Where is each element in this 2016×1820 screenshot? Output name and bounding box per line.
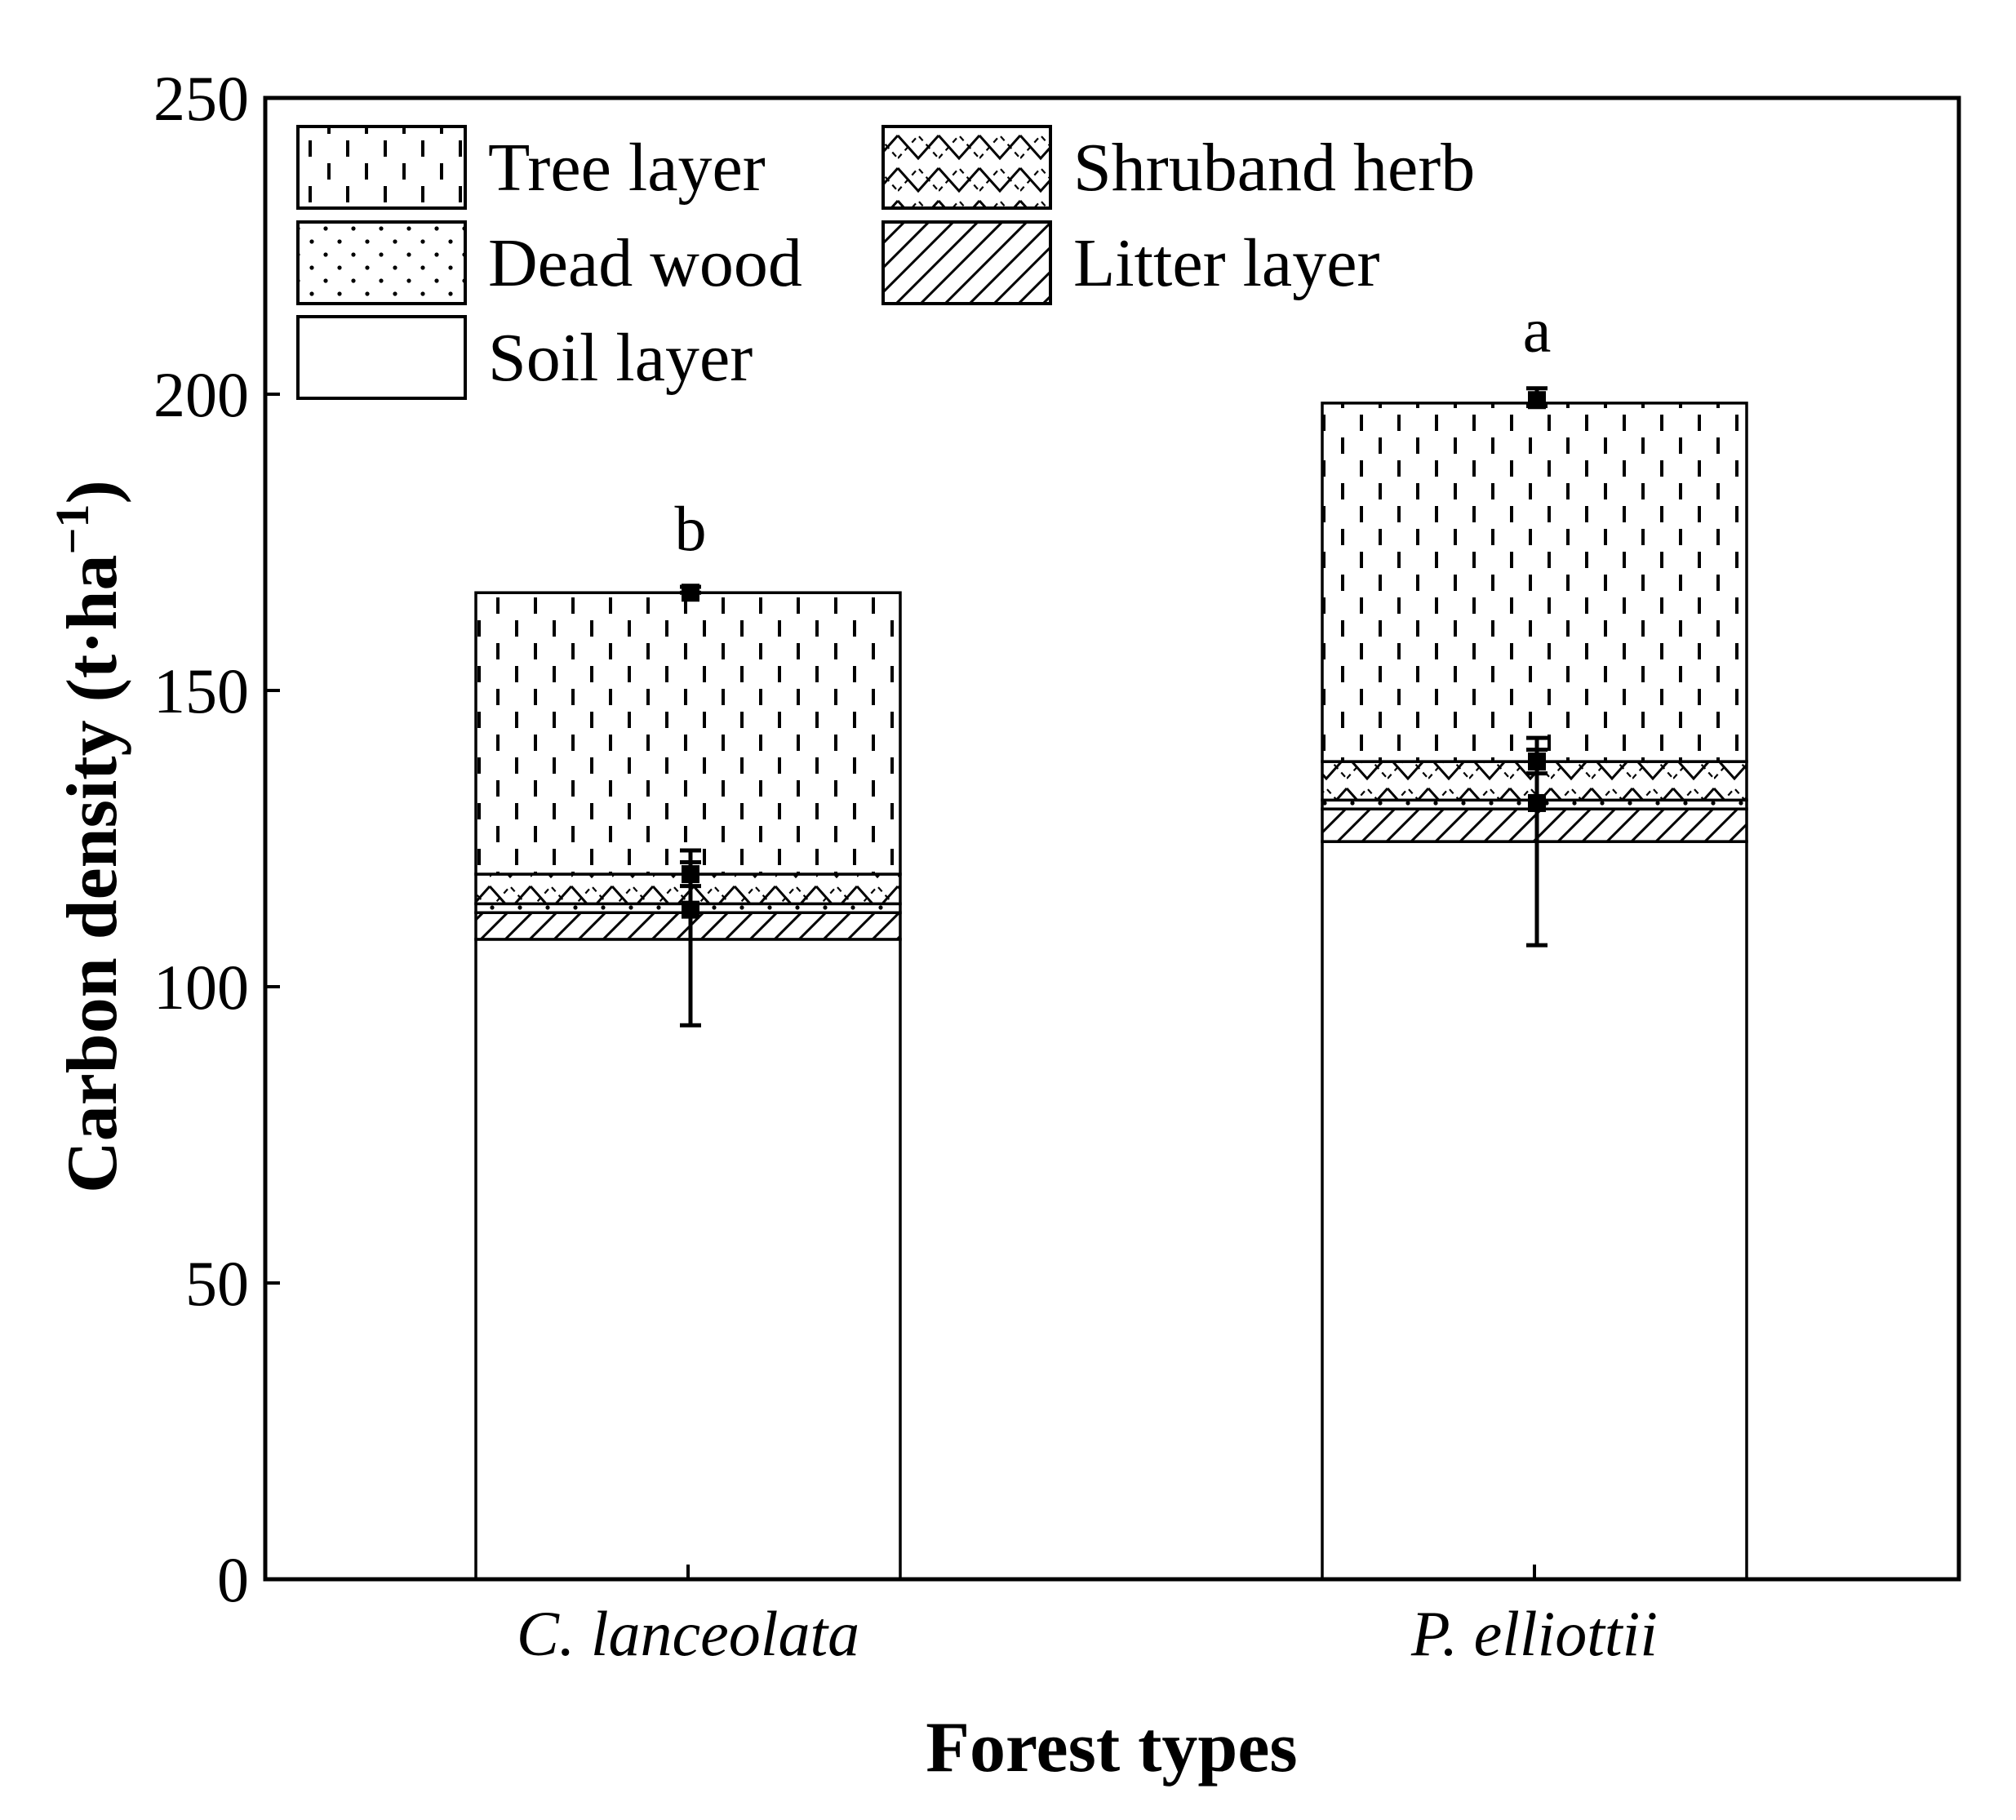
y-tick-label-200: 200 bbox=[153, 359, 249, 430]
y-axis: 0 50 100 150 200 250 bbox=[153, 63, 280, 1615]
error-bar-p-elliottii-4-marker bbox=[1528, 752, 1546, 771]
significance-labels: ba bbox=[675, 295, 1552, 564]
legend-label-tree-layer: Tree layer bbox=[488, 130, 766, 206]
significance-label-p-elliottii: a bbox=[1523, 295, 1552, 366]
y-tick-label-50: 50 bbox=[185, 1248, 249, 1319]
error-bar-c-lanceolata-1-marker bbox=[682, 865, 699, 884]
error-bar-p-elliottii-5-marker bbox=[1528, 391, 1546, 410]
legend-swatch-soil-layer bbox=[296, 315, 467, 400]
legend-swatch-shruband-herb bbox=[881, 125, 1052, 210]
legend-swatch-litter-layer bbox=[881, 220, 1052, 305]
y-axis-title: Carbon density (t·ha−1) bbox=[46, 480, 132, 1193]
y-tick-label-250: 250 bbox=[153, 63, 249, 134]
y-tick-label-0: 0 bbox=[217, 1544, 249, 1615]
y-tick-label-100: 100 bbox=[153, 952, 249, 1023]
legend-label-shruband-herb: Shruband herb bbox=[1073, 130, 1475, 206]
error-bar-c-lanceolata-2-marker bbox=[682, 584, 699, 602]
legend-swatch-tree-layer bbox=[296, 125, 467, 210]
bar-tree-layer-c-lanceolata bbox=[474, 591, 902, 876]
legend-label-litter-layer: Litter layer bbox=[1073, 225, 1379, 301]
x-tick-label-c-lanceolata: C. lanceolata bbox=[517, 1598, 859, 1669]
x-axis: C. lanceolata P. elliottii bbox=[517, 1565, 1658, 1669]
y-axis-title-superscript: −1 bbox=[46, 504, 99, 554]
legend: Tree layer Shruband herb Dead wood Litter l… bbox=[296, 125, 1475, 400]
bars-group bbox=[474, 402, 1748, 1581]
legend-swatch-dead-wood bbox=[296, 220, 467, 305]
significance-label-c-lanceolata: b bbox=[675, 493, 707, 564]
error-bar-p-elliottii-3-marker bbox=[1528, 793, 1546, 812]
bar-soil-layer-p-elliottii bbox=[1321, 840, 1748, 1581]
bar-tree-layer-p-elliottii bbox=[1321, 402, 1748, 763]
bar-soil-layer-c-lanceolata bbox=[474, 938, 902, 1581]
legend-label-dead-wood: Dead wood bbox=[488, 225, 802, 301]
legend-label-soil-layer: Soil layer bbox=[488, 320, 753, 396]
x-axis-title: Forest types bbox=[926, 1708, 1297, 1787]
y-axis-title-close: ) bbox=[53, 480, 132, 504]
error-bar-c-lanceolata-0-marker bbox=[682, 900, 699, 919]
bar-litter-layer-p-elliottii bbox=[1321, 807, 1748, 843]
plot-frame bbox=[263, 95, 1961, 1582]
y-tick-label-150: 150 bbox=[153, 655, 249, 726]
error-bars-group bbox=[680, 386, 1548, 1028]
x-tick-label-p-elliottii: P. elliottii bbox=[1410, 1598, 1658, 1669]
y-axis-title-main: Carbon density (t·ha bbox=[53, 555, 132, 1193]
